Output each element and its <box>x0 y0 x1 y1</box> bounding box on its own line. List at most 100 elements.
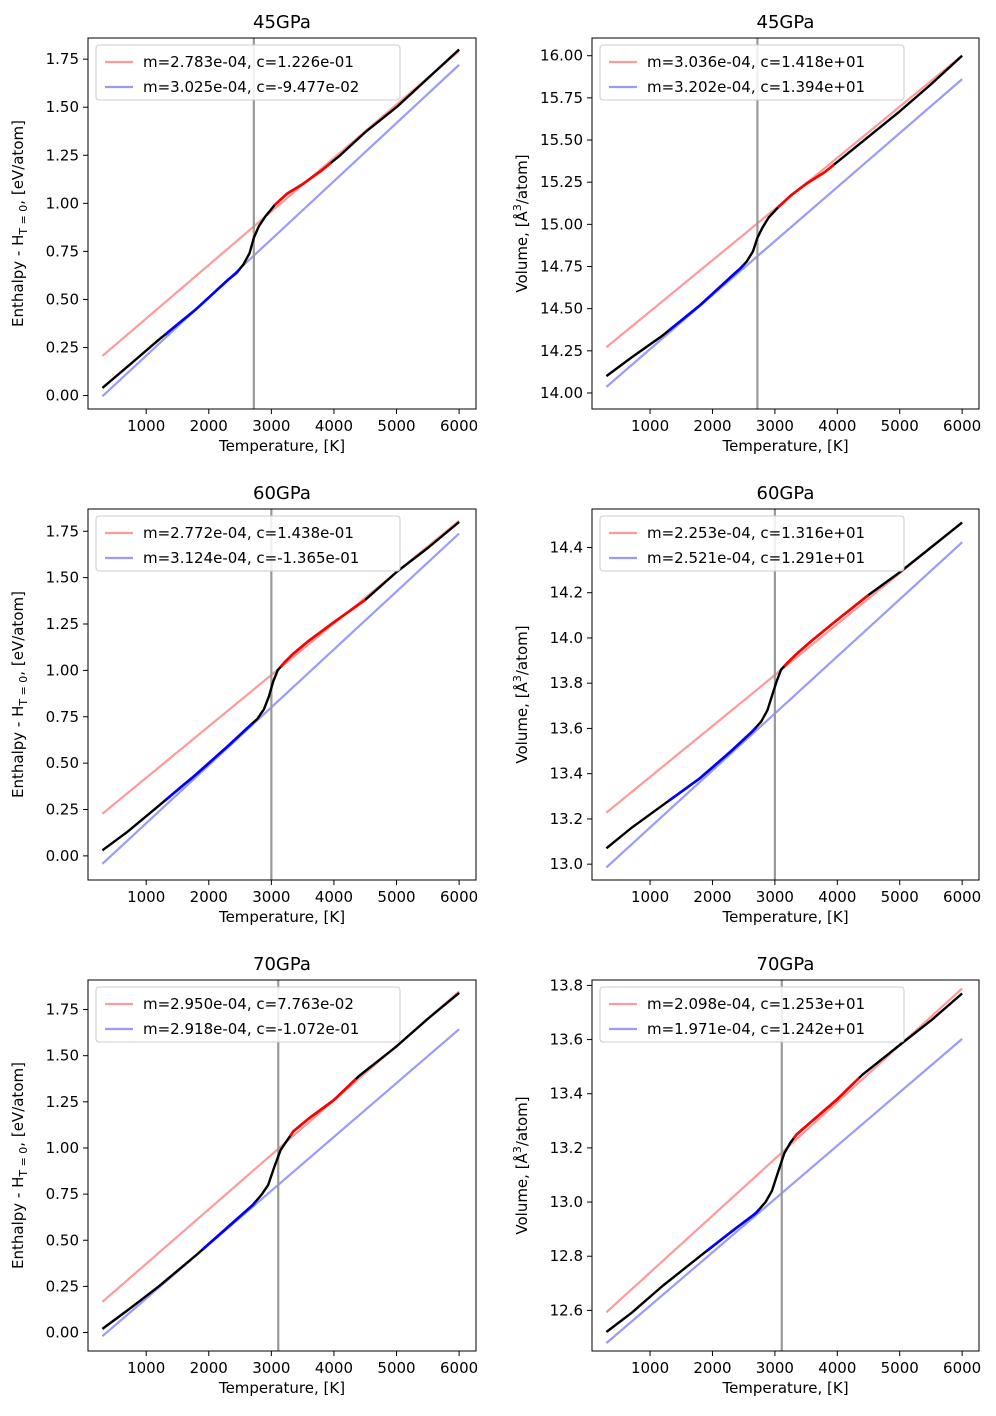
x-tick-label: 1000 <box>127 417 165 435</box>
y-axis-label: Enthalpy - HT = 0, [eV/atom] <box>9 1062 30 1269</box>
y-tick-label: 13.8 <box>550 674 583 692</box>
legend-entry: m=2.783e-04, c=1.226e-01 <box>143 53 354 71</box>
y-tick-label: 15.50 <box>540 131 583 149</box>
y-tick-label: 0.00 <box>46 387 79 405</box>
x-axis-label: Temperature, [K] <box>721 437 848 455</box>
y-tick-label: 1.25 <box>46 146 79 164</box>
chart-title: 45GPa <box>253 12 311 33</box>
y-tick-label: 0.00 <box>46 1324 79 1342</box>
y-axis-label-units: , [eV/atom] <box>9 120 27 205</box>
y-tick-label: 0.50 <box>46 290 79 308</box>
y-tick-label: 14.50 <box>540 300 583 318</box>
y-tick-label: 0.00 <box>46 847 79 865</box>
blue-fit-range-line <box>668 726 758 802</box>
axes-frame <box>591 37 980 410</box>
legend-entry: m=3.124e-04, c=-1.365e-01 <box>143 549 359 567</box>
legend-entry: m=2.098e-04, c=1.253e+01 <box>647 995 865 1013</box>
y-tick-label: 0.25 <box>46 801 79 819</box>
red-fit-range-line <box>289 1078 357 1137</box>
legend-box <box>599 44 905 101</box>
x-tick-label: 3000 <box>756 1359 794 1377</box>
y-tick-label: 16.00 <box>540 47 583 65</box>
x-axis-label: Temperature, [K] <box>721 1379 848 1397</box>
chart-title: 60GPa <box>253 483 311 504</box>
red-fit-range-line <box>777 163 836 209</box>
y-axis-label: Volume, [Å3/atom] <box>511 154 531 292</box>
x-tick-label: 4000 <box>315 1359 353 1377</box>
y-axis-label-main: Volume, [Å <box>512 1152 531 1234</box>
axes-frame <box>591 979 980 1352</box>
y-tick-label: 0.50 <box>46 1231 79 1249</box>
legend-entry: m=2.772e-04, c=1.438e-01 <box>143 524 354 542</box>
y-axis-label-units: /atom] <box>513 154 531 204</box>
y-tick-label: 12.8 <box>550 1247 583 1265</box>
y-axis-label-main: Volume, [Å <box>512 681 531 763</box>
x-tick-label: 5000 <box>377 1359 415 1377</box>
legend-entry: m=2.521e-04, c=1.291e+01 <box>647 549 865 567</box>
y-tick-label: 1.50 <box>46 98 79 116</box>
y-tick-label: 1.75 <box>46 1001 79 1019</box>
x-tick-label: 6000 <box>943 1359 981 1377</box>
x-tick-label: 6000 <box>440 417 478 435</box>
legend-entry: m=3.025e-04, c=-9.477e-02 <box>143 78 359 96</box>
y-tick-label: 0.75 <box>46 1185 79 1203</box>
y-axis-label-units: , [eV/atom] <box>9 591 27 676</box>
x-tick-label: 1000 <box>127 888 165 906</box>
red-fit-range-line <box>792 1076 861 1140</box>
x-tick-label: 1000 <box>631 417 669 435</box>
chart-panel: 70GPa 1000 2000 3000 4000 5000 6000 12.6 12.8 13.… <box>511 954 981 1397</box>
x-tick-label: 2000 <box>190 888 228 906</box>
y-axis-label-subscript: T = 0 <box>17 1147 30 1178</box>
y-tick-label: 1.00 <box>46 1139 79 1157</box>
x-axis-label: Temperature, [K] <box>218 1379 345 1397</box>
legend-box <box>95 515 401 572</box>
blue-fit-line <box>101 64 460 398</box>
y-tick-label: 14.75 <box>540 258 583 276</box>
x-tick-label: 3000 <box>252 888 290 906</box>
x-tick-label: 2000 <box>190 417 228 435</box>
x-tick-label: 3000 <box>252 417 290 435</box>
legend-entry: m=2.918e-04, c=-1.072e-01 <box>143 1020 359 1038</box>
red-fit-line <box>101 50 460 357</box>
y-tick-label: 15.75 <box>540 89 583 107</box>
y-tick-label: 14.00 <box>540 384 583 402</box>
x-axis-label: Temperature, [K] <box>218 437 345 455</box>
y-tick-label: 13.8 <box>550 976 583 994</box>
y-tick-label: 13.0 <box>550 1193 583 1211</box>
y-tick-label: 13.6 <box>550 719 583 737</box>
y-axis-label: Volume, [Å3/atom] <box>511 1096 531 1234</box>
chart-panel: 70GPa 1000 2000 3000 4000 5000 6000 0.00 0.25 0.5… <box>9 954 478 1397</box>
legend-entry: m=2.253e-04, c=1.316e+01 <box>647 524 865 542</box>
chart-title: 70GPa <box>757 954 815 975</box>
blue-fit-range-line <box>164 722 254 802</box>
blue-fit-line <box>605 78 963 388</box>
blue-fit-range-line <box>201 1200 257 1251</box>
y-axis-label-subscript: T = 0 <box>17 676 30 707</box>
x-tick-label: 4000 <box>818 1359 856 1377</box>
y-axis-label-main: Volume, [Å <box>512 210 531 292</box>
x-tick-label: 4000 <box>818 417 856 435</box>
blue-fit-range-line <box>705 1208 761 1253</box>
blue-fit-line <box>101 1028 460 1338</box>
data-series-line <box>605 54 963 378</box>
legend-box <box>95 986 401 1043</box>
y-tick-label: 0.25 <box>46 338 79 356</box>
x-tick-label: 6000 <box>943 417 981 435</box>
y-tick-label: 13.0 <box>550 855 583 873</box>
y-axis-label: Volume, [Å3/atom] <box>511 625 531 763</box>
chart-title: 60GPa <box>757 483 815 504</box>
y-tick-label: 14.0 <box>550 629 583 647</box>
y-tick-label: 14.25 <box>540 342 583 360</box>
legend-entry: m=3.202e-04, c=1.394e+01 <box>647 78 865 96</box>
y-tick-label: 15.00 <box>540 215 583 233</box>
y-axis-label-main: Enthalpy - H <box>9 706 27 798</box>
y-axis-label-subscript: T = 0 <box>17 205 30 236</box>
legend-entry: m=2.950e-04, c=7.763e-02 <box>143 995 354 1013</box>
blue-fit-line <box>101 532 460 865</box>
y-axis-label-main: Enthalpy - H <box>9 235 27 327</box>
y-tick-label: 0.50 <box>46 754 79 772</box>
legend-entry: m=3.036e-04, c=1.418e+01 <box>647 53 865 71</box>
x-tick-label: 5000 <box>377 888 415 906</box>
y-tick-label: 13.4 <box>550 765 583 783</box>
y-tick-label: 1.25 <box>46 615 79 633</box>
